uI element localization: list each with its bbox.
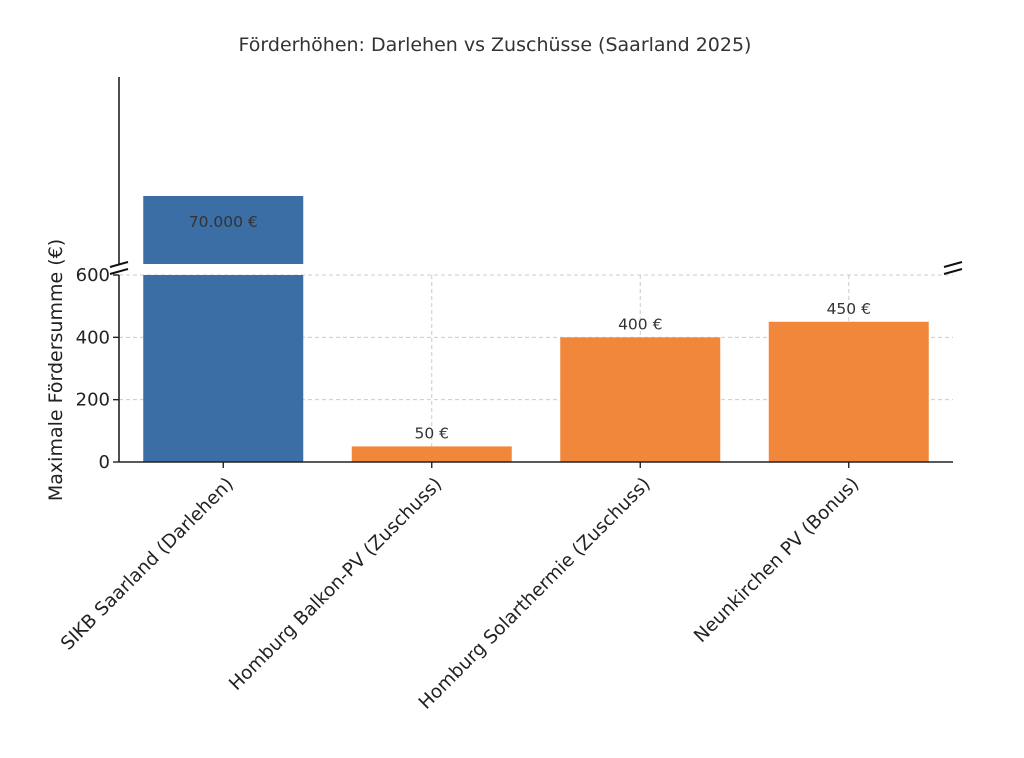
bar-1 [351,446,512,462]
y-tick-label-200: 200 [76,390,110,411]
label-layer: 70.000 € 50 € 400 € 450 € [189,213,871,442]
bar-2 [560,337,721,462]
data-label-3: 450 € [827,300,871,318]
y-tick-label-400: 400 [76,327,110,348]
bar-upper-0 [143,196,304,264]
chart-title: Förderhöhen: Darlehen vs Zuschüsse (Saar… [239,34,752,56]
bar-3 [768,321,929,462]
x-category-label-3: Neunkirchen PV (Bonus) [690,474,863,647]
bar-lower-0 [143,275,304,462]
data-label-2: 400 € [618,315,662,333]
y-tick-label-600: 600 [76,265,110,286]
x-category-label-2: Homburg Solarthermie (Zuschuss) [415,474,655,714]
data-label-1: 50 € [414,424,449,442]
axis-break-mark-left-1 [109,261,129,268]
axis-break-mark-right-2 [943,268,963,275]
y-axis-label: Maximale Fördersumme (€) [45,239,67,501]
axis-break-mark-left-2 [109,268,129,275]
axis-break-mark-right-1 [943,261,963,268]
y-tick-label-0: 0 [99,452,110,473]
data-label-0: 70.000 € [189,213,258,231]
bar-layer [143,196,929,462]
x-category-label-1: Homburg Balkon-PV (Zuschuss) [225,474,446,695]
x-category-label-0: SIKB Saarland (Darlehen) [57,474,238,655]
